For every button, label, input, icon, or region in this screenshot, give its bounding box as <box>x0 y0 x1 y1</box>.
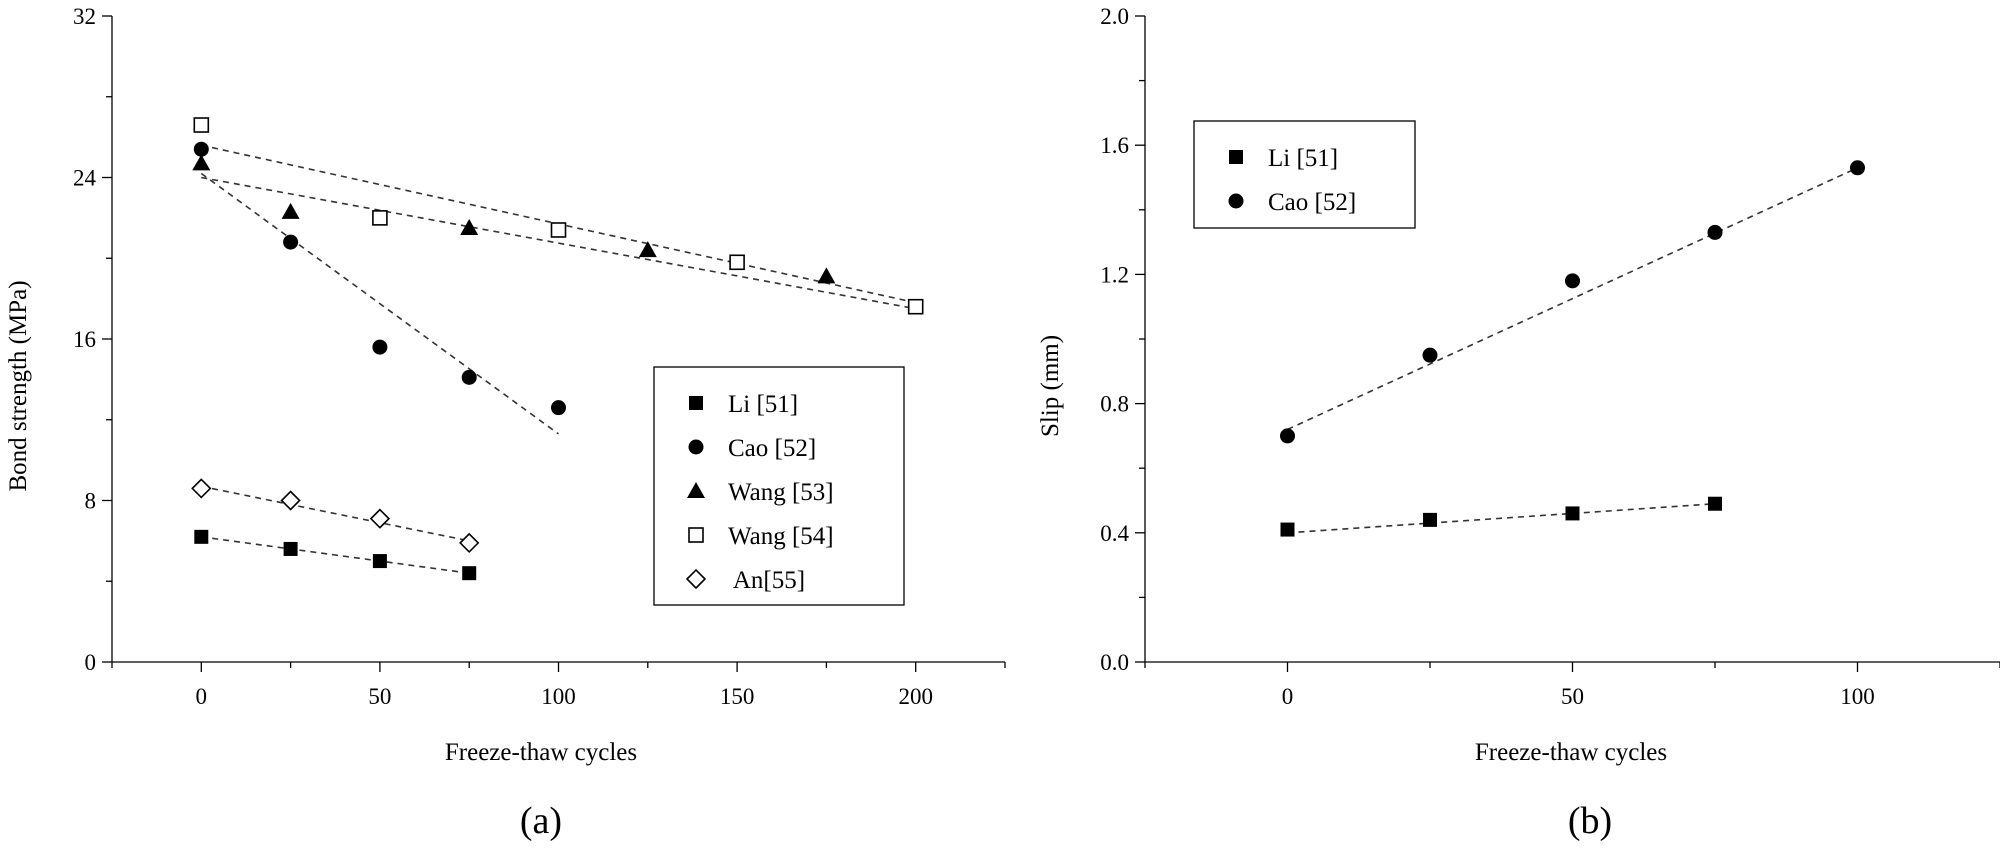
chart-b-marks: 0.0 0.4 0.8 1.2 1.6 2.0 0 50 100 Li [51] Cao [52] <box>1100 4 2000 709</box>
chart-b-point-s1-0 <box>1280 428 1295 444</box>
chart-a-point-s3-4 <box>907 298 924 315</box>
chart-a-point-s3-0 <box>193 117 210 133</box>
chart-a-point-s2-1 <box>281 202 300 219</box>
chart-a-ytick-label: 24 <box>73 166 97 191</box>
chart-b-point-s1-1 <box>1422 347 1438 363</box>
chart-b-ytick-label: 2.0 <box>1100 4 1129 29</box>
chart-a-point-s1-0 <box>193 141 209 157</box>
chart-a-trendline-4 <box>201 485 470 542</box>
chart-a-ytick-label: 16 <box>73 327 96 352</box>
chart-a-marks: 0 8 16 24 32 0 50 100 150 200 Li [51] Cao [52] Wang … <box>73 4 1006 709</box>
chart-a-point-s2-3 <box>638 241 657 258</box>
chart-a-ylabel: Bond strength (MPa) <box>5 280 32 491</box>
chart-b-ytick-label: 0.4 <box>1100 521 1129 546</box>
chart-b-legend-marker-0 <box>1229 150 1243 164</box>
chart-a-ytick-label: 8 <box>85 489 97 514</box>
chart-b-trendline-0 <box>1287 502 1716 534</box>
chart-b-point-s0-0 <box>1280 522 1295 537</box>
chart-a-point-s3-2 <box>550 222 567 238</box>
chart-a-point-s2-2 <box>460 218 479 235</box>
chart-a-ytick-label: 32 <box>73 4 96 29</box>
chart-a-point-s1-4 <box>551 400 566 416</box>
chart-a-legend-marker-0 <box>689 396 703 410</box>
chart-a-point-s1-2 <box>372 339 388 355</box>
chart-a-point-s0-2 <box>372 554 387 569</box>
chart-a-point-s2-4 <box>817 267 836 284</box>
chart-a-point-s4-2 <box>369 508 391 529</box>
chart-a-xtick-label: 0 <box>196 684 208 709</box>
chart-b-point-s1-3 <box>1707 224 1723 240</box>
chart-a-point-s3-1 <box>372 210 388 226</box>
chart-a-trendline-2 <box>201 176 916 310</box>
chart-a-point-s2-0 <box>192 154 211 171</box>
chart-a-legend-label-1: Cao [52] <box>728 435 816 462</box>
chart-b-point-s1-4 <box>1850 160 1865 176</box>
chart-a-trendline-0 <box>201 536 470 574</box>
chart-a-legend-label-0: Li [51] <box>728 391 798 418</box>
chart-a-legend-marker-2 <box>687 482 705 498</box>
chart-a-legend-label-3: Wang [54] <box>728 523 834 550</box>
chart-a-legend-marker-1 <box>688 439 704 455</box>
chart-a-point-s0-0 <box>194 529 209 544</box>
chart-a-point-s4-0 <box>191 478 212 499</box>
chart-b-xlabel: Freeze-thaw cycles <box>1475 739 1667 766</box>
chart-b-legend-label-1: Cao [52] <box>1268 189 1356 216</box>
chart-a-point-s4-3 <box>459 532 480 554</box>
chart-b-ytick-label: 1.6 <box>1100 133 1129 158</box>
chart-a-trendline-1 <box>200 172 559 435</box>
chart-a-xtick-label: 200 <box>898 684 933 709</box>
chart-b-ylabel: Slip (mm) <box>1037 335 1064 437</box>
chart-a-legend-marker-3 <box>688 527 704 543</box>
chart-a-point-s3-3 <box>729 254 745 271</box>
chart-b-ytick-label: 0.8 <box>1100 392 1129 417</box>
chart-b-trendline-1 <box>1287 167 1858 431</box>
chart-a-point-s0-1 <box>283 541 298 556</box>
chart-a-point-s1-1 <box>283 234 299 250</box>
chart-a-xlabel: Freeze-thaw cycles <box>445 739 637 766</box>
chart-b-legend <box>1193 120 1416 229</box>
chart-a-xtick-label: 50 <box>368 684 391 709</box>
chart-a-legend-label-4: An[55] <box>728 567 805 594</box>
chart-b-point-s1-2 <box>1565 273 1580 289</box>
chart-a: 0 8 16 24 32 0 50 100 150 200 Li [51] Cao [52] Wang … <box>5 4 1006 842</box>
chart-b-ytick-label: 0.0 <box>1100 650 1129 675</box>
chart-b-point-s0-1 <box>1423 512 1437 527</box>
chart-b-legend-label-0: Li [51] <box>1268 145 1338 172</box>
chart-a-legend-marker-4 <box>685 568 707 590</box>
chart-a-point-s0-3 <box>462 566 477 581</box>
chart-a-ytick-label: 0 <box>85 650 97 675</box>
chart-b-point-s0-3 <box>1708 496 1722 511</box>
chart-b-point-s0-2 <box>1565 506 1580 521</box>
chart-b-xtick-label: 50 <box>1561 684 1584 709</box>
chart-b-xtick-label: 100 <box>1840 684 1875 709</box>
chart-a-xtick-label: 150 <box>720 684 755 709</box>
chart-b-legend-marker-1 <box>1228 193 1244 209</box>
chart-a-legend-label-2: Wang [53] <box>728 479 834 506</box>
chart-b-ytick-label: 1.2 <box>1100 262 1129 287</box>
chart-a-point-s4-1 <box>280 490 301 511</box>
chart-a-point-s1-3 <box>461 369 477 385</box>
chart-a-panel-label: (a) <box>520 800 562 842</box>
chart-b-xtick-label: 0 <box>1282 684 1294 709</box>
chart-b-panel-label: (b) <box>1568 800 1612 842</box>
chart-a-xtick-label: 100 <box>541 684 576 709</box>
